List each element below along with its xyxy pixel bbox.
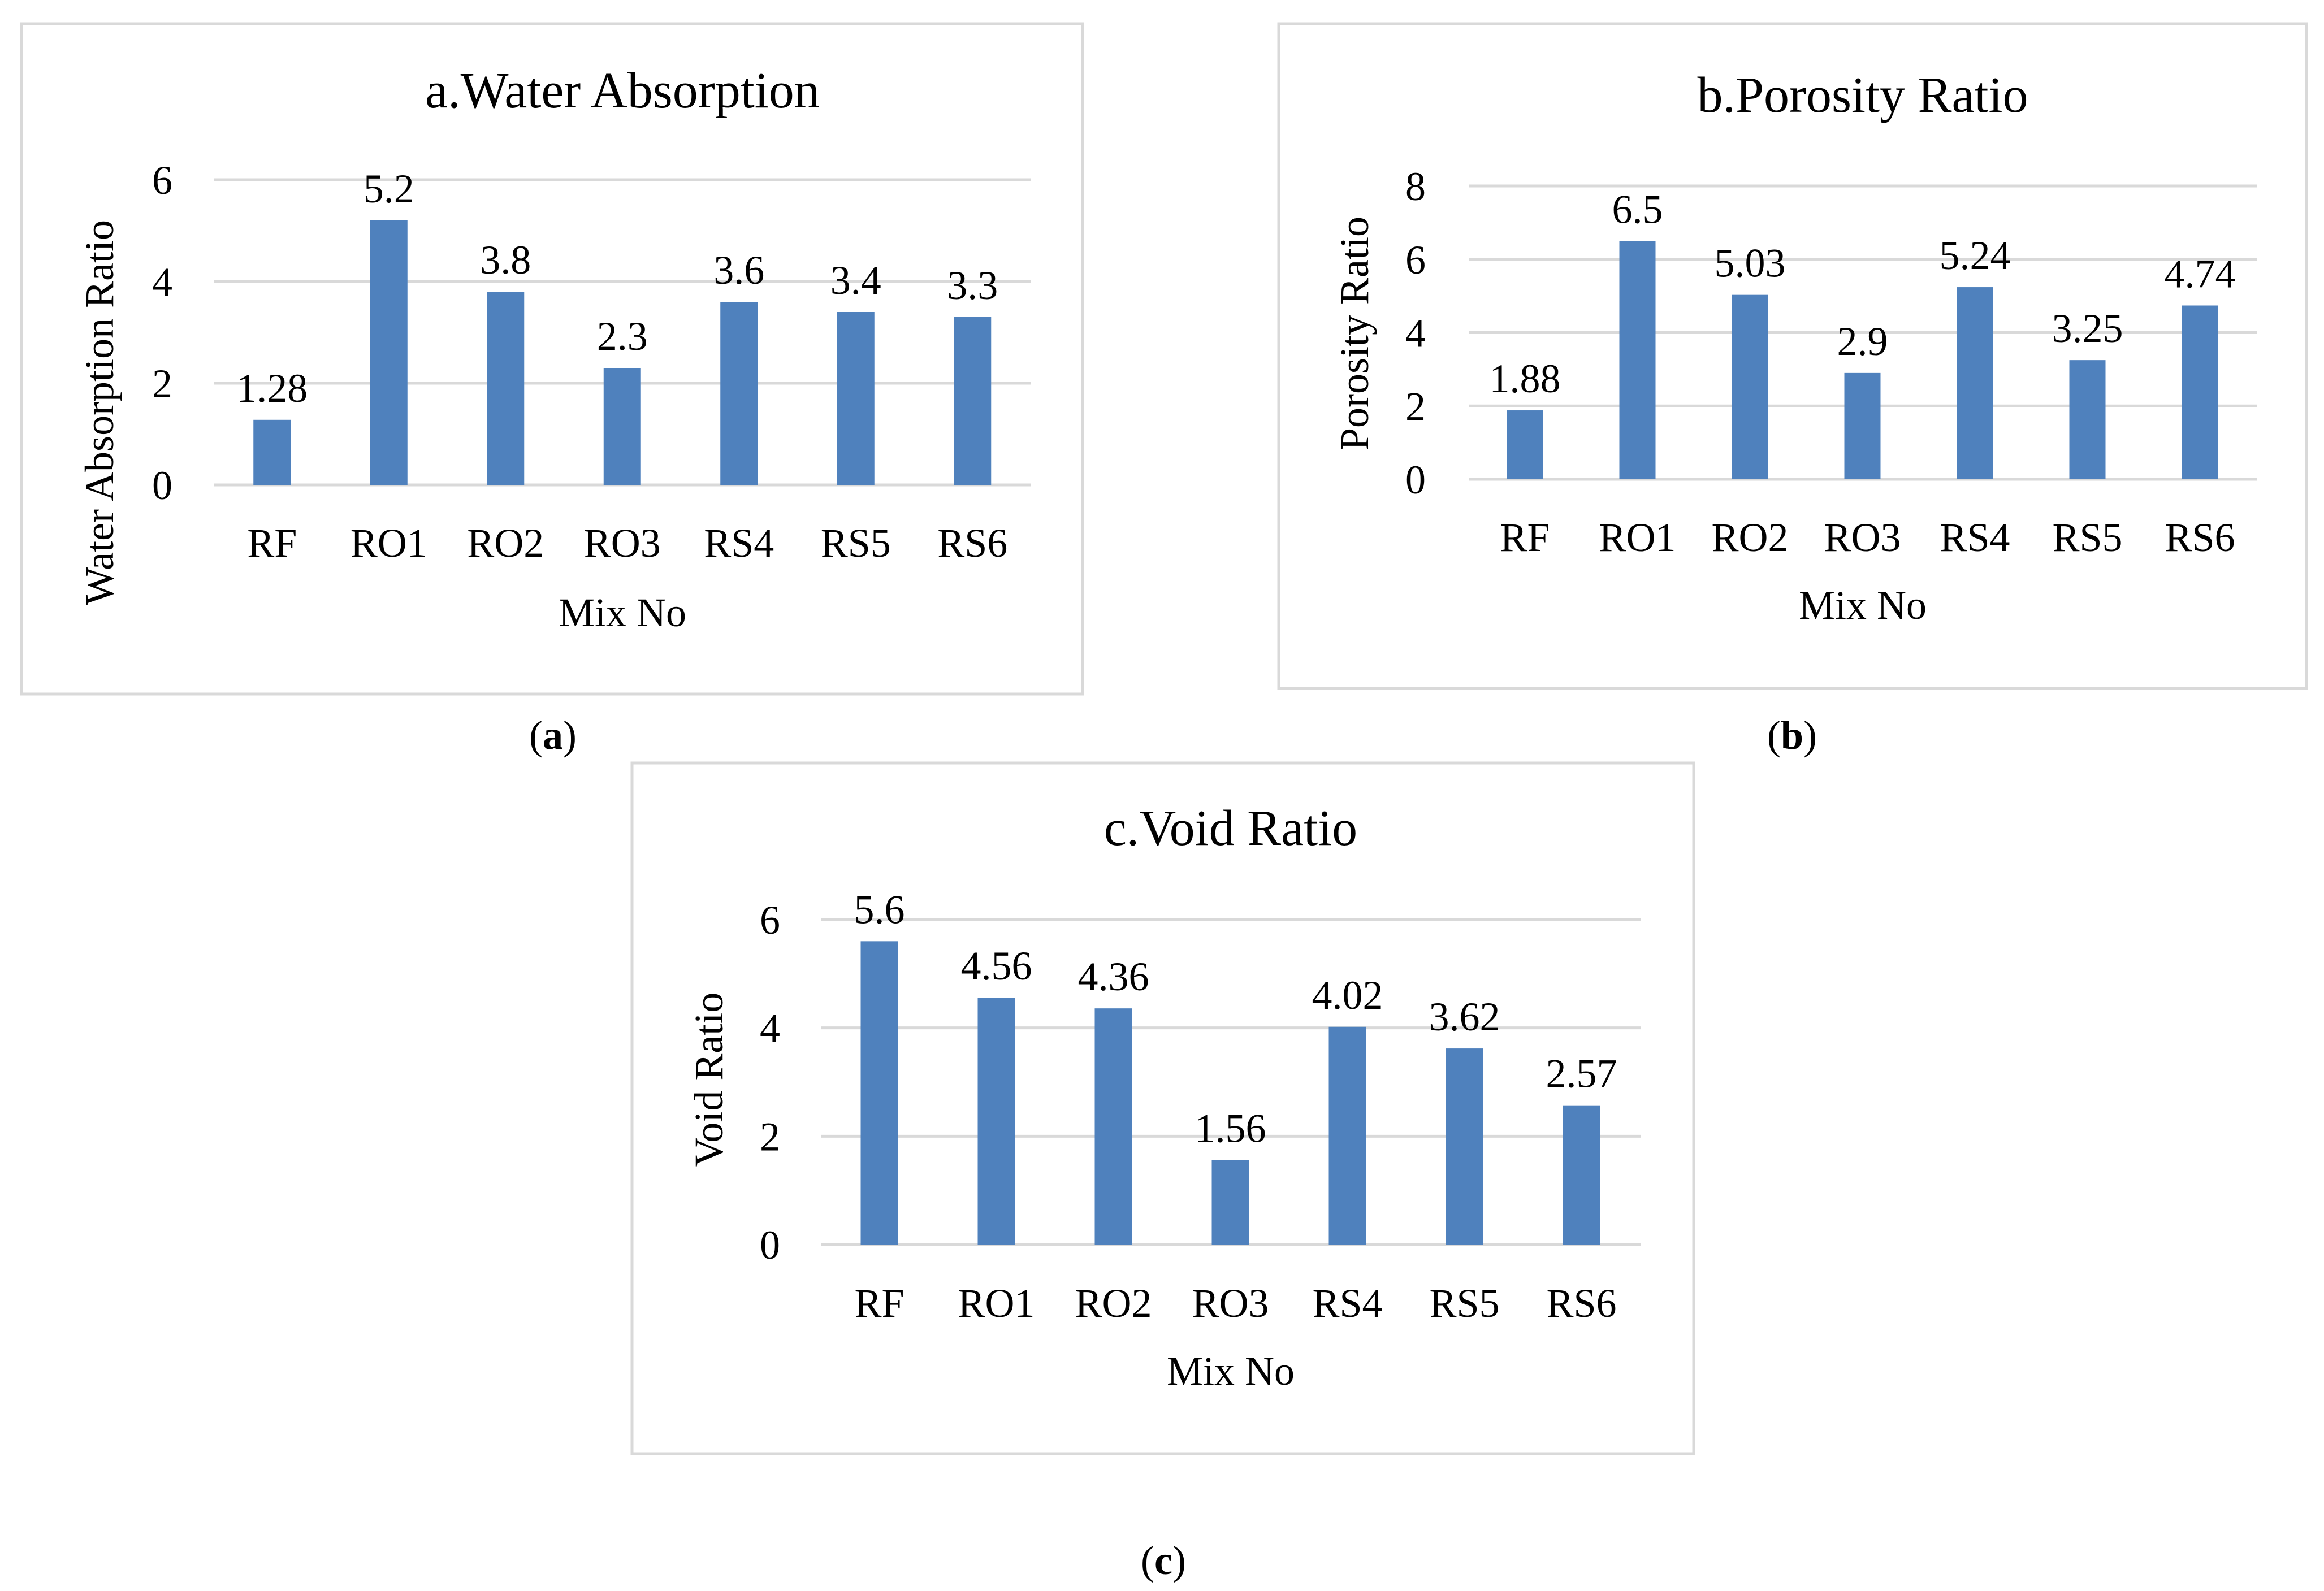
x-tick-label: RS4	[1940, 515, 2010, 560]
chart-title: a.Water Absorption	[425, 63, 820, 119]
bar-rs6	[1563, 1105, 1600, 1245]
x-tick-label: RS6	[937, 521, 1007, 566]
x-tick-label: RO2	[1711, 515, 1788, 560]
data-label: 5.03	[1715, 241, 1786, 286]
y-tick-label: 0	[1405, 457, 1426, 502]
x-tick-label: RS6	[1546, 1281, 1616, 1326]
y-axis-label: Porosity Ratio	[1332, 216, 1377, 450]
bar-ro3	[603, 368, 641, 485]
x-tick-label: RF	[1500, 515, 1550, 560]
chart-a: a.Water Absorption 0 2 4 6 1.28 RF 5.2 RO1 3.8 RO2…	[20, 22, 1084, 758]
data-label: 4.74	[2165, 251, 2236, 296]
y-tick-label: 6	[760, 898, 780, 943]
data-label: 4.02	[1312, 973, 1383, 1018]
data-label: 5.6	[854, 887, 905, 932]
panel-label: (c)	[1141, 1538, 1186, 1583]
bar-rs4	[720, 302, 758, 485]
bar-ro1	[370, 220, 408, 485]
bar-ro2	[1732, 294, 1768, 479]
data-label: 2.3	[597, 314, 648, 359]
data-label: 3.6	[713, 248, 764, 293]
data-label: 6.5	[1612, 187, 1663, 232]
x-tick-label: RO3	[1824, 515, 1901, 560]
data-label: 3.62	[1429, 994, 1500, 1039]
bar-ro3	[1211, 1160, 1249, 1245]
y-tick-label: 0	[760, 1222, 780, 1268]
x-tick-label: RO3	[584, 521, 661, 566]
x-tick-label: RS5	[821, 521, 891, 566]
bar-rf	[1507, 410, 1543, 479]
x-tick-label: RF	[247, 521, 297, 566]
chart-c: c.Void Ratio 0 2 4 6 5.6 RF 4.56 RO1 4.36 RO2 1.56 R…	[630, 761, 1695, 1583]
x-tick-label: RF	[854, 1281, 904, 1326]
bar-rs5	[2069, 360, 2106, 479]
data-label: 3.4	[830, 258, 881, 303]
chart-frame	[630, 761, 1695, 1455]
y-tick-label: 8	[1405, 164, 1426, 209]
x-tick-label: RS4	[704, 521, 774, 566]
data-label: 4.56	[961, 943, 1032, 989]
y-tick-label: 2	[152, 361, 172, 406]
chart-frame	[20, 22, 1084, 696]
bar-ro1	[1619, 241, 1656, 479]
data-label: 2.57	[1546, 1051, 1617, 1096]
data-label: 3.25	[2052, 306, 2123, 351]
x-tick-label: RS4	[1312, 1281, 1382, 1326]
data-label: 3.3	[947, 263, 998, 308]
x-tick-label: RO2	[1075, 1281, 1152, 1326]
chart-title: c.Void Ratio	[1104, 800, 1357, 856]
y-tick-label: 6	[1405, 237, 1426, 283]
bar-rs5	[1446, 1048, 1483, 1245]
data-label: 4.36	[1078, 954, 1149, 999]
bar-rf	[253, 419, 291, 485]
data-label: 5.24	[1940, 233, 2011, 278]
panel-label: (b)	[1767, 713, 1817, 758]
data-label: 5.2	[363, 166, 414, 211]
bar-ro2	[1094, 1008, 1132, 1245]
x-axis-label: Mix No	[1799, 583, 1927, 628]
panel-label: (a)	[529, 713, 577, 758]
y-tick-label: 2	[760, 1114, 780, 1159]
x-tick-label: RS5	[2052, 515, 2122, 560]
x-tick-label: RS5	[1429, 1281, 1499, 1326]
y-tick-label: 4	[760, 1006, 780, 1051]
data-label: 1.56	[1195, 1106, 1266, 1151]
bar-rs5	[837, 312, 875, 485]
bar-rs4	[1957, 287, 1993, 479]
y-tick-label: 2	[1405, 384, 1426, 429]
x-axis-label: Mix No	[1167, 1349, 1295, 1394]
y-tick-label: 6	[152, 158, 172, 203]
bar-rf	[860, 941, 898, 1245]
bar-rs4	[1328, 1026, 1366, 1245]
bar-rs6	[954, 317, 992, 485]
bar-ro1	[977, 998, 1015, 1245]
x-tick-label: RO1	[350, 521, 427, 566]
y-tick-label: 0	[152, 463, 172, 508]
x-tick-label: RO1	[958, 1281, 1035, 1326]
bar-ro3	[1844, 372, 1881, 479]
chart-frame	[1277, 22, 2308, 690]
bar-ro2	[487, 292, 525, 485]
data-label: 1.28	[236, 366, 308, 411]
x-axis-label: Mix No	[559, 590, 686, 635]
y-axis-label: Water Absorption Ratio	[77, 220, 122, 605]
y-tick-label: 4	[1405, 311, 1426, 356]
chart-b: b.Porosity Ratio 0 2 4 6 8 1.88 RF 6.5 RO1 5.03 RO2…	[1277, 22, 2308, 758]
data-label: 2.9	[1837, 319, 1888, 364]
y-tick-label: 4	[152, 259, 172, 305]
data-label: 1.88	[1490, 356, 1561, 401]
x-tick-label: RO3	[1192, 1281, 1269, 1326]
data-label: 3.8	[480, 237, 531, 283]
x-tick-label: RS6	[2165, 515, 2235, 560]
x-tick-label: RO2	[467, 521, 544, 566]
x-tick-label: RO1	[1599, 515, 1676, 560]
bar-rs6	[2182, 305, 2218, 479]
chart-title: b.Porosity Ratio	[1697, 67, 2028, 123]
y-axis-label: Void Ratio	[686, 992, 732, 1167]
